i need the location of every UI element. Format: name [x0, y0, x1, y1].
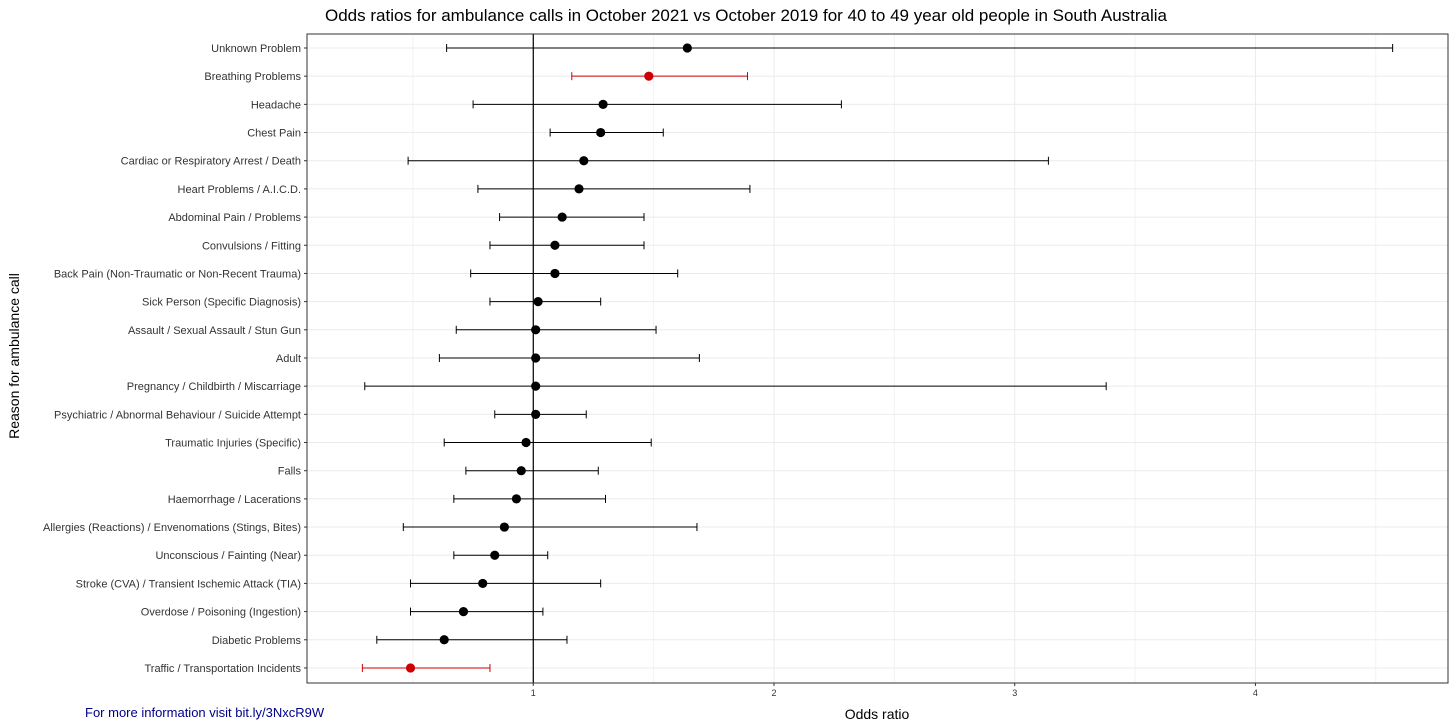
footer-link[interactable]: For more information visit bit.ly/3NxcR9…: [85, 705, 325, 720]
point-estimate: [596, 127, 606, 138]
error-bar-row: [494, 409, 587, 419]
chart-title: Odds ratios for ambulance calls in Octob…: [325, 6, 1168, 25]
point-estimate: [574, 184, 584, 194]
x-tick-label: 1: [531, 688, 536, 698]
y-tick-label: Heart Problems / A.I.C.D.: [178, 184, 301, 196]
error-bar-row: [499, 212, 645, 222]
y-tick-label: Traffic / Transportation Incidents: [144, 663, 301, 675]
error-bar-row: [407, 156, 1049, 166]
plot-panel-border: [306, 33, 1449, 684]
error-bar-row: [361, 663, 491, 673]
y-tick-label: Psychiatric / Abnormal Behaviour / Suici…: [54, 409, 301, 421]
error-bar-row: [455, 325, 657, 335]
x-tick-label: 3: [1012, 688, 1017, 698]
point-estimate: [598, 99, 608, 109]
point-estimate: [405, 663, 416, 673]
y-tick-label: Pregnancy / Childbirth / Miscarriage: [127, 381, 301, 393]
error-bar-row: [410, 578, 602, 589]
error-bar-row: [477, 184, 751, 194]
point-estimate: [516, 466, 526, 476]
error-bar-row: [376, 635, 568, 645]
point-estimate: [478, 578, 488, 589]
point-estimate: [531, 381, 541, 391]
y-axis-title: Reason for ambulance call: [6, 273, 22, 439]
error-bar-row: [472, 99, 842, 109]
grid: [307, 34, 1448, 683]
point-estimate: [550, 240, 560, 250]
point-estimate: [550, 268, 560, 279]
point-estimate: [579, 156, 589, 166]
y-tick-label: Diabetic Problems: [212, 635, 302, 647]
point-estimate: [511, 494, 522, 504]
x-tick-label: 4: [1253, 688, 1258, 698]
y-tick-label: Adult: [276, 353, 301, 365]
error-bar-row: [571, 71, 749, 81]
point-estimate: [644, 71, 654, 81]
y-tick-label: Unknown Problem: [211, 43, 301, 55]
error-bar-row: [438, 353, 700, 363]
error-bars-and-points: [361, 43, 1394, 673]
error-bar-row: [446, 43, 1394, 53]
y-tick-label: Allergies (Reactions) / Envenomations (S…: [43, 522, 301, 534]
y-tick-label: Falls: [278, 466, 302, 478]
x-tick-label: 2: [771, 688, 776, 698]
error-bar-row: [402, 522, 698, 532]
x-axis-title: Odds ratio: [845, 706, 910, 722]
y-tick-label: Sick Person (Specific Diagnosis): [142, 297, 301, 309]
y-tick-label: Cardiac or Respiratory Arrest / Death: [121, 156, 301, 168]
error-bar-row: [453, 494, 606, 504]
y-tick-label: Chest Pain: [247, 128, 301, 140]
error-bar-row: [453, 550, 549, 560]
error-bar-row: [549, 127, 664, 138]
point-estimate: [533, 297, 543, 307]
y-tick-label: Breathing Problems: [204, 71, 301, 83]
point-estimate: [439, 635, 449, 645]
y-tick-label: Unconscious / Fainting (Near): [155, 550, 301, 562]
point-estimate: [557, 212, 567, 222]
point-estimate: [521, 437, 531, 448]
point-estimate: [458, 607, 469, 617]
point-estimate: [490, 550, 500, 560]
error-bar-row: [364, 381, 1107, 391]
point-estimate: [682, 43, 692, 53]
y-tick-label: Back Pain (Non-Traumatic or Non-Recent T…: [54, 268, 301, 280]
error-bar-row: [443, 437, 652, 448]
y-axis: Unknown Problem Breathing Problems Headach…: [43, 43, 307, 675]
y-tick-label: Abdominal Pain / Problems: [168, 212, 301, 224]
point-estimate: [499, 522, 509, 532]
error-bar-row: [489, 240, 645, 250]
error-bar-row: [470, 268, 679, 279]
error-bar-row: [410, 607, 544, 617]
y-tick-label: Haemorrhage / Lacerations: [168, 494, 302, 506]
point-estimate: [531, 325, 541, 335]
y-tick-label: Overdose / Poisoning (Ingestion): [141, 607, 301, 619]
point-estimate: [531, 409, 541, 419]
y-tick-label: Assault / Sexual Assault / Stun Gun: [128, 325, 301, 337]
y-tick-label: Convulsions / Fitting: [202, 240, 301, 252]
y-tick-label: Headache: [251, 99, 301, 111]
y-tick-label: Traumatic Injuries (Specific): [165, 438, 301, 450]
error-bar-row: [489, 297, 602, 307]
point-estimate: [531, 353, 541, 363]
x-axis: 1 2 3 4: [531, 683, 1258, 698]
error-bar-row: [465, 466, 599, 476]
y-tick-label: Stroke (CVA) / Transient Ischemic Attack…: [76, 578, 301, 590]
